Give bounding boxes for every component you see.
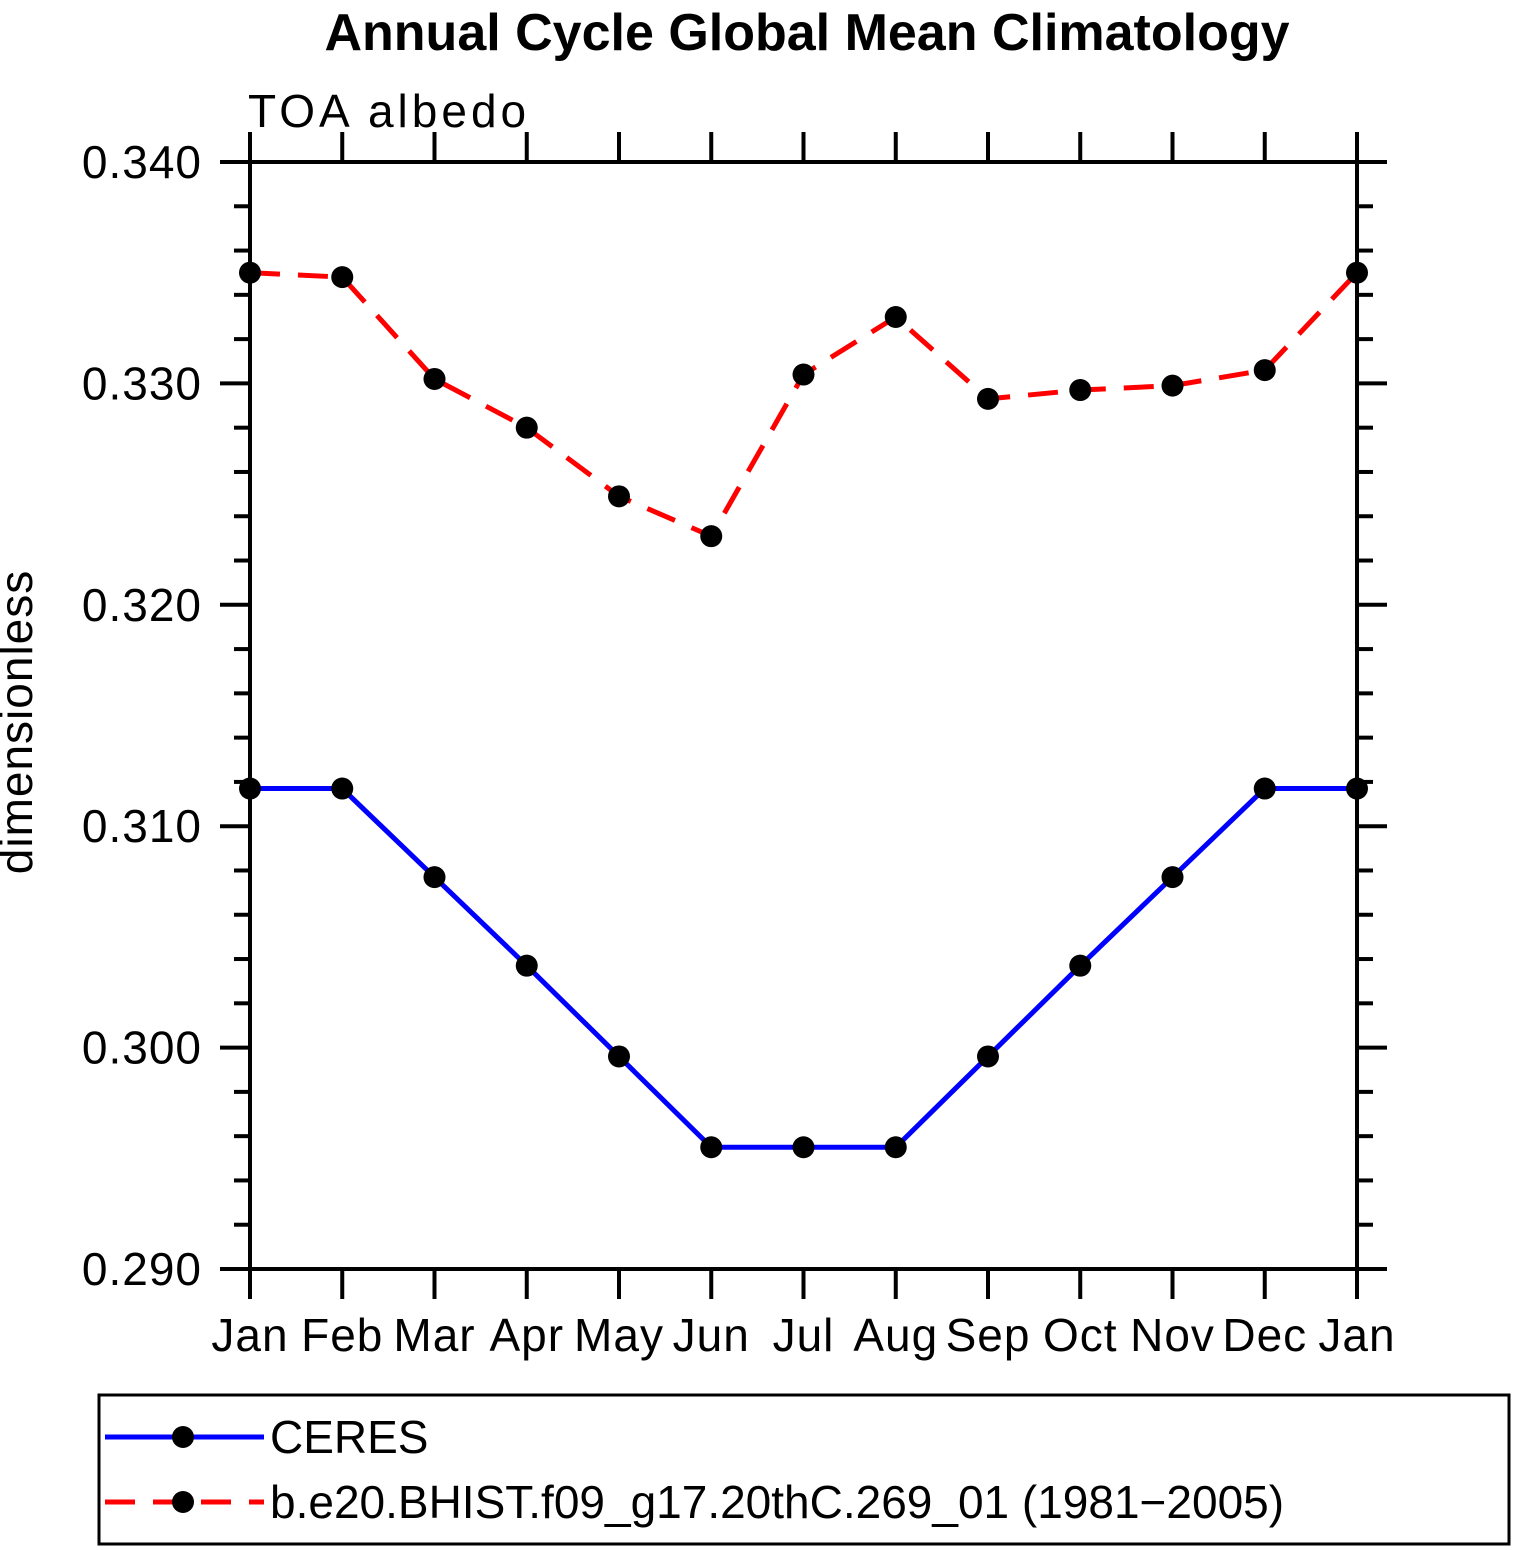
data-point-marker xyxy=(700,525,723,548)
x-tick-label: Jun xyxy=(673,1309,750,1361)
x-tick-label: Apr xyxy=(489,1309,564,1361)
legend-marker xyxy=(172,1426,194,1448)
y-tick-label: 0.300 xyxy=(82,1022,202,1074)
y-tick-label: 0.310 xyxy=(82,800,202,852)
data-point-marker xyxy=(977,387,999,410)
data-point-marker xyxy=(1346,261,1368,284)
chart-title: Annual Cycle Global Mean Climatology xyxy=(324,4,1289,62)
y-tick-label: 0.290 xyxy=(82,1243,202,1295)
data-point-marker xyxy=(515,954,538,977)
data-point-marker xyxy=(423,367,446,390)
data-point-marker xyxy=(792,363,815,386)
x-tick-label: May xyxy=(574,1309,664,1361)
y-tick-label: 0.320 xyxy=(82,579,202,631)
data-point-marker xyxy=(884,1136,907,1159)
x-tick-label: Jan xyxy=(1318,1309,1395,1361)
data-point-marker xyxy=(700,1136,723,1159)
x-tick-label: Feb xyxy=(301,1309,383,1361)
x-tick-label: Jul xyxy=(773,1309,835,1361)
data-point-marker xyxy=(1069,379,1092,402)
data-point-marker xyxy=(239,777,261,800)
series-group xyxy=(239,261,1368,1159)
axes-group xyxy=(220,132,1387,1299)
x-tick-label: Dec xyxy=(1222,1309,1307,1361)
data-point-marker xyxy=(792,1136,815,1159)
x-tick-label: Sep xyxy=(946,1309,1031,1361)
data-point-marker xyxy=(331,777,354,800)
x-tick-label: Aug xyxy=(853,1309,938,1361)
data-point-marker xyxy=(1161,866,1184,889)
series-line-1 xyxy=(249,270,1359,540)
data-point-marker xyxy=(884,305,907,328)
legend-group: CERES b.e20.BHIST.f09_g17.20thC.269_01 (1… xyxy=(97,1393,1511,1546)
y-tick-label: 0.340 xyxy=(82,136,202,188)
legend-label: b.e20.BHIST.f09_g17.20thC.269_01 (1981−2… xyxy=(270,1476,1284,1528)
x-tick-label: Jan xyxy=(211,1309,288,1361)
plot-frame xyxy=(248,160,1359,1271)
data-point-marker xyxy=(239,261,261,284)
y-axis-label: dimensionless xyxy=(0,570,42,874)
data-point-marker xyxy=(515,416,538,439)
legend-box xyxy=(97,1393,1511,1546)
x-tick-label: Nov xyxy=(1130,1309,1215,1361)
data-point-marker xyxy=(423,866,446,889)
series-line-0 xyxy=(250,786,1357,1150)
legend-label: CERES xyxy=(270,1411,428,1463)
legend-marker xyxy=(172,1491,194,1513)
data-point-marker xyxy=(1346,777,1368,800)
y-tick-label: 0.330 xyxy=(82,357,202,409)
data-point-marker xyxy=(1253,359,1276,382)
data-point-marker xyxy=(331,266,354,289)
data-point-marker xyxy=(608,1045,630,1068)
data-point-marker xyxy=(1069,954,1092,977)
data-point-marker xyxy=(977,1045,999,1068)
data-point-marker xyxy=(1253,777,1276,800)
data-point-marker xyxy=(608,485,630,508)
data-point-marker xyxy=(1161,374,1184,397)
x-tick-label: Oct xyxy=(1043,1309,1118,1361)
x-tick-label: Mar xyxy=(393,1309,475,1361)
chart-subtitle: TOA albedo xyxy=(248,85,530,137)
